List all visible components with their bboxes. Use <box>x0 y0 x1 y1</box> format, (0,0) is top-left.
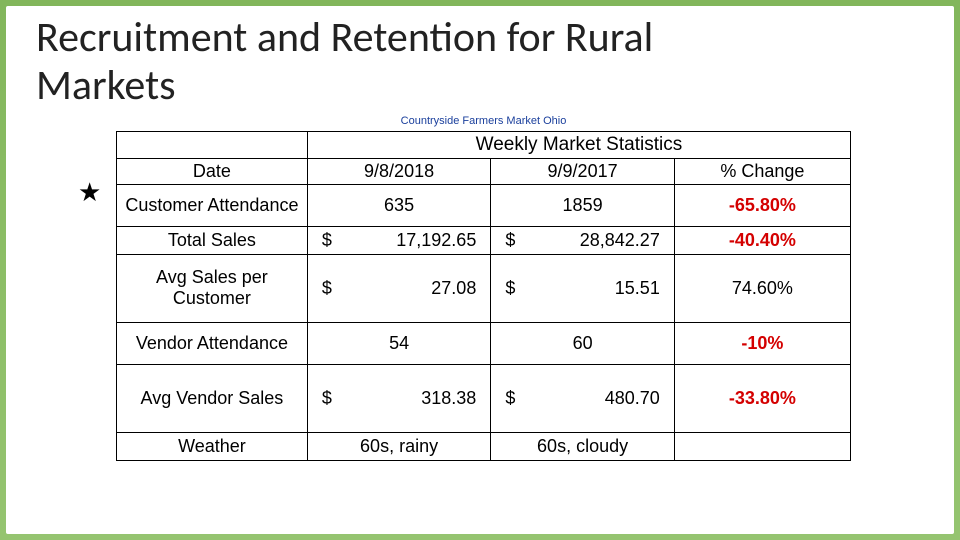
col-header-date: Date <box>117 158 308 184</box>
amount: 480.70 <box>605 388 666 409</box>
cell-pct: -65.80% <box>674 184 850 226</box>
currency-symbol: $ <box>316 230 332 251</box>
cell-pct: -10% <box>674 322 850 364</box>
row-label: Avg Vendor Sales <box>117 364 308 432</box>
col-header-d1: 9/8/2018 <box>307 158 491 184</box>
currency-symbol: $ <box>499 388 515 409</box>
currency-symbol: $ <box>316 278 332 299</box>
table-row: Avg Sales per Customer $27.08 $15.51 74.… <box>117 254 851 322</box>
row-label: Total Sales <box>117 226 308 254</box>
blank-header <box>117 131 308 158</box>
cell-value: 54 <box>307 322 491 364</box>
cell-pct: -33.80% <box>674 364 850 432</box>
table-row: Customer Attendance 635 1859 -65.80% <box>117 184 851 226</box>
table-container: Countryside Farmers Market Ohio ★ Weekly… <box>116 115 851 461</box>
table-row: Total Sales $17,192.65 $28,842.27 -40.40… <box>117 226 851 254</box>
cell-value: $318.38 <box>307 364 491 432</box>
cell-value: $28,842.27 <box>491 226 675 254</box>
cell-value: 60 <box>491 322 675 364</box>
cell-pct: 74.60% <box>674 254 850 322</box>
amount: 318.38 <box>421 388 482 409</box>
col-header-pct: % Change <box>674 158 850 184</box>
slide: Recruitment and Retention for Rural Mark… <box>6 6 954 534</box>
currency-symbol: $ <box>499 278 515 299</box>
star-icon: ★ <box>78 177 101 208</box>
cell-value: 60s, cloudy <box>491 432 675 460</box>
table-row: Avg Vendor Sales $318.38 $480.70 -33.80% <box>117 364 851 432</box>
row-label: Vendor Attendance <box>117 322 308 364</box>
cell-value: 635 <box>307 184 491 226</box>
cell-value: 60s, rainy <box>307 432 491 460</box>
currency-symbol: $ <box>499 230 515 251</box>
row-label: Customer Attendance <box>117 184 308 226</box>
amount: 27.08 <box>431 278 482 299</box>
market-caption: Countryside Farmers Market Ohio <box>116 115 851 127</box>
cell-value: 1859 <box>491 184 675 226</box>
stats-table: Weekly Market Statistics Date 9/8/2018 9… <box>116 131 851 461</box>
cell-pct: -40.40% <box>674 226 850 254</box>
table-row-header1: Weekly Market Statistics <box>117 131 851 158</box>
cell-value: $17,192.65 <box>307 226 491 254</box>
cell-pct <box>674 432 850 460</box>
amount: 15.51 <box>615 278 666 299</box>
page-title: Recruitment and Retention for Rural Mark… <box>6 6 726 111</box>
table-row: Weather 60s, rainy 60s, cloudy <box>117 432 851 460</box>
amount: 28,842.27 <box>580 230 666 251</box>
currency-symbol: $ <box>316 388 332 409</box>
table-row-header2: Date 9/8/2018 9/9/2017 % Change <box>117 158 851 184</box>
weekly-header: Weekly Market Statistics <box>307 131 850 158</box>
row-label: Avg Sales per Customer <box>117 254 308 322</box>
amount: 17,192.65 <box>396 230 482 251</box>
cell-value: $480.70 <box>491 364 675 432</box>
cell-value: $27.08 <box>307 254 491 322</box>
col-header-d2: 9/9/2017 <box>491 158 675 184</box>
table-row: Vendor Attendance 54 60 -10% <box>117 322 851 364</box>
row-label: Weather <box>117 432 308 460</box>
cell-value: $15.51 <box>491 254 675 322</box>
